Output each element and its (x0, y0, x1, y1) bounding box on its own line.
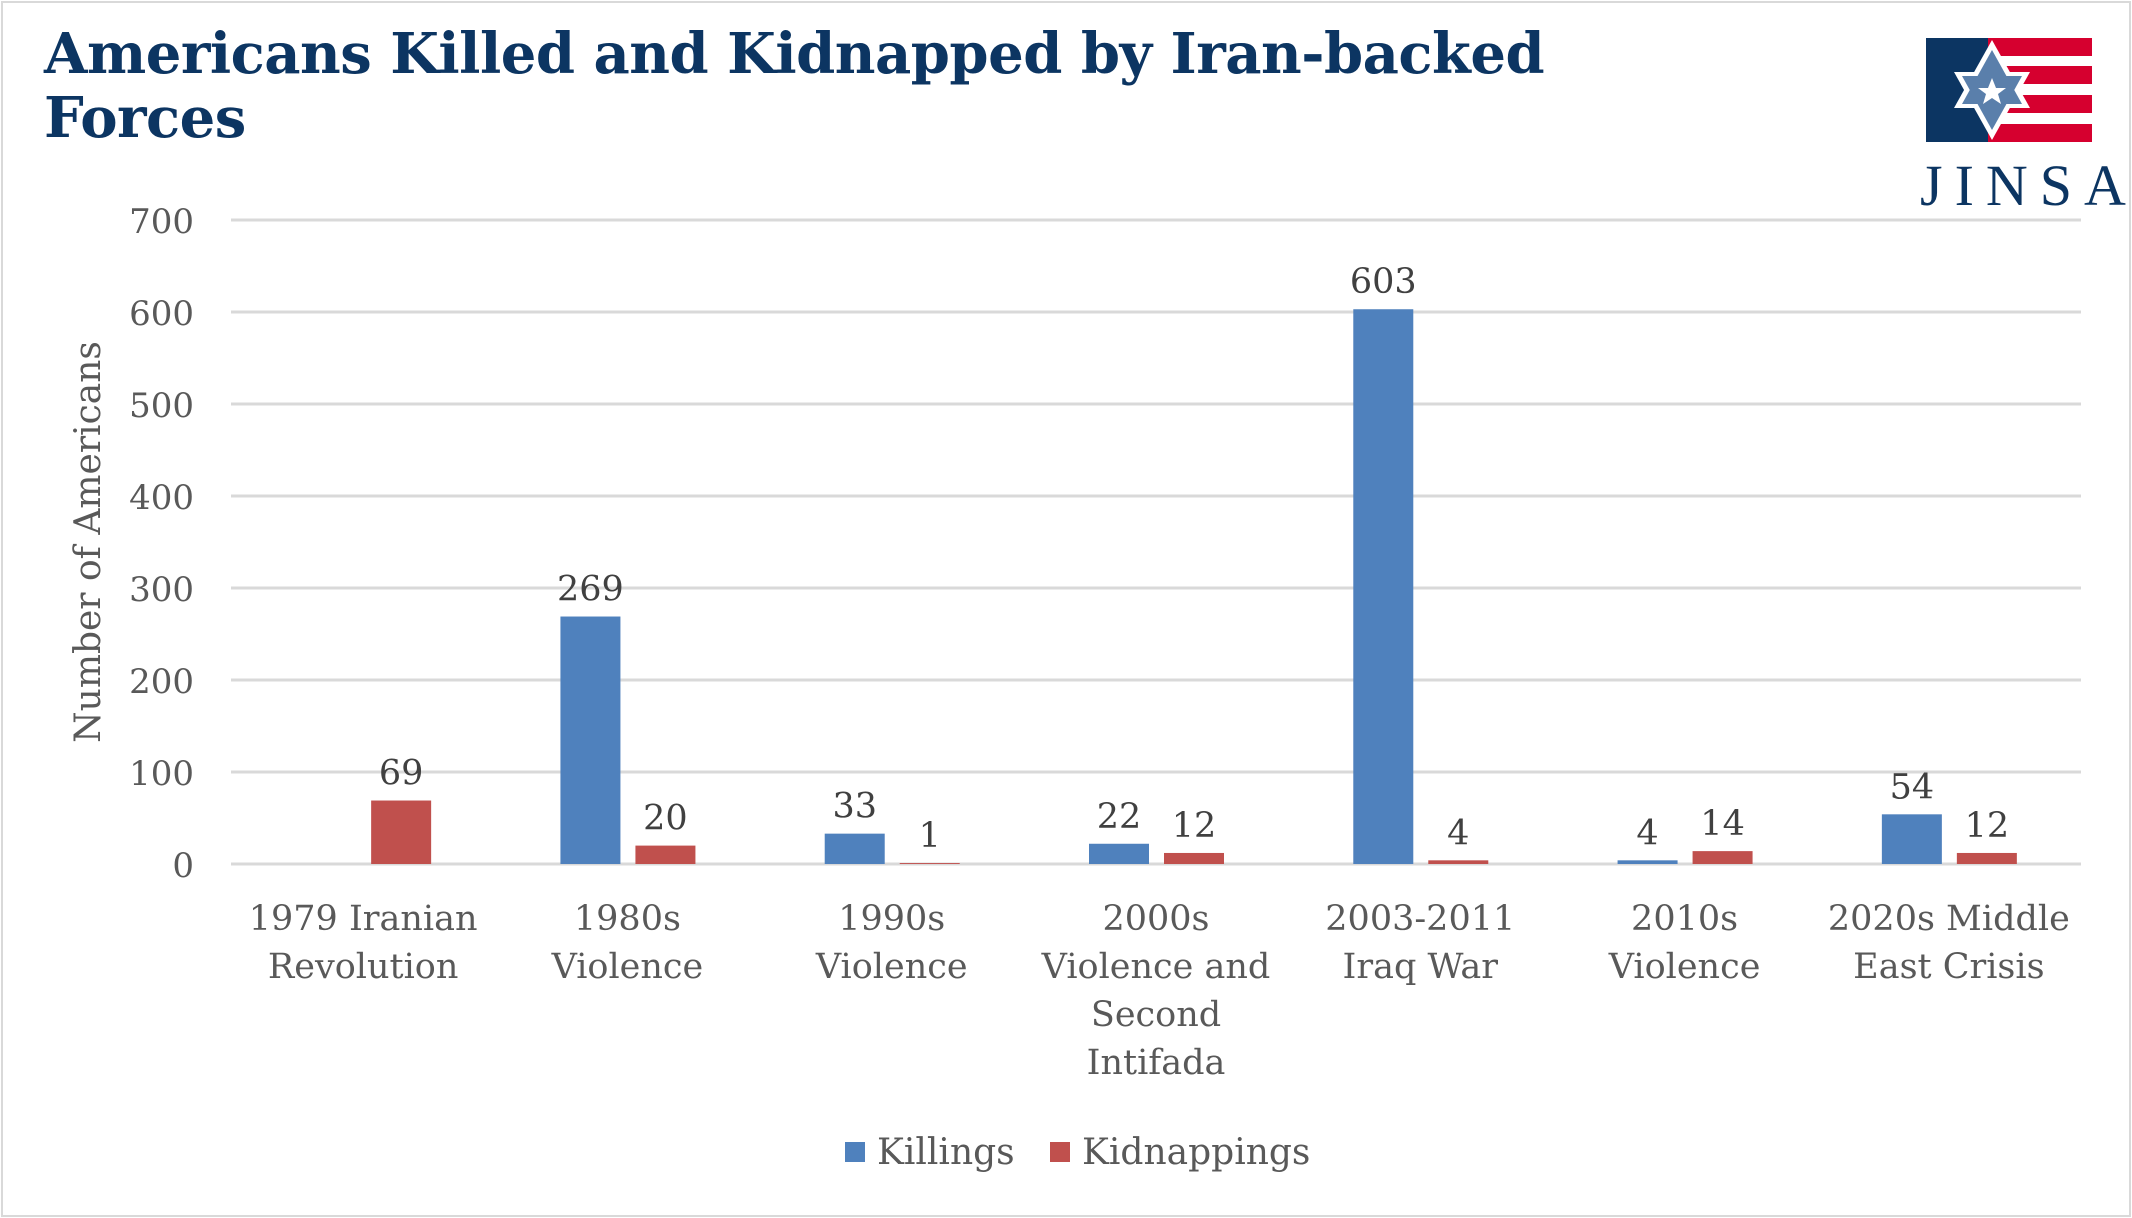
x-tick-label: 2020s Middle (1828, 899, 2070, 939)
legend-swatch-kidnappings (1050, 1142, 1070, 1162)
y-tick-label: 300 (129, 570, 194, 610)
y-axis-label: Number of Americans (68, 341, 109, 743)
x-tick-label: 2000s (1102, 899, 1209, 939)
data-label: 603 (1350, 262, 1417, 302)
bar-kidnappings (1428, 860, 1489, 864)
x-tick-label: Second (1091, 995, 1221, 1035)
bar-kidnappings (1692, 851, 1753, 864)
data-label: 4 (1447, 813, 1469, 853)
x-tick-label: Iraq War (1343, 947, 1499, 987)
x-tick-label: 2010s (1631, 899, 1738, 939)
x-tick-label: Violence and (1041, 947, 1271, 987)
bar-kidnappings (635, 845, 696, 864)
chart-title: Americans Killed and Kidnapped by Iran-b… (44, 21, 1545, 151)
data-label: 269 (557, 570, 624, 610)
bar-killings (1089, 843, 1149, 864)
bar-killings (824, 833, 885, 864)
legend-label-killings: Killings (877, 1132, 1015, 1173)
data-label: 22 (1097, 797, 1142, 837)
x-tick-label: Violence (551, 947, 704, 987)
data-label: 4 (1636, 813, 1658, 853)
x-tick-label: 1980s (574, 899, 681, 939)
bar-kidnappings (1164, 852, 1224, 864)
x-tick-label: Violence (1608, 947, 1761, 987)
x-tick-label: 1979 Iranian (249, 899, 478, 939)
jinsa-logo-icon (1926, 38, 2092, 142)
y-tick-label: 600 (129, 294, 194, 334)
y-tick-label: 100 (129, 754, 194, 794)
logo-text: JINSA (1920, 153, 2132, 218)
data-label: 69 (379, 754, 424, 794)
x-tick-label: 1990s (838, 899, 945, 939)
y-tick-label: 500 (129, 386, 194, 426)
data-label: 14 (1700, 804, 1745, 844)
legend-swatch-killings (845, 1142, 865, 1162)
data-label: 12 (1965, 806, 2010, 846)
data-label: 33 (832, 787, 877, 827)
bar-kidnappings (899, 863, 960, 864)
data-label: 54 (1890, 767, 1935, 807)
bar-killings (1353, 309, 1414, 864)
data-label: 20 (643, 799, 688, 839)
x-tick-label: Violence (815, 947, 968, 987)
y-tick-label: 700 (129, 202, 194, 242)
bar-killings (560, 616, 621, 864)
legend-label-kidnappings: Kidnappings (1082, 1132, 1310, 1173)
y-tick-label: 200 (129, 662, 194, 702)
y-tick-label: 0 (172, 846, 194, 886)
bar-killings (1617, 860, 1678, 864)
y-tick-label: 400 (129, 478, 194, 518)
bar-killings (1881, 814, 1942, 864)
x-tick-label: Intifada (1087, 1043, 1226, 1083)
data-label: 1 (919, 816, 941, 856)
x-tick-label: 2003-2011 (1325, 899, 1515, 939)
x-tick-label: Revolution (268, 947, 459, 987)
data-label: 12 (1172, 806, 1217, 846)
x-tick-label: East Crisis (1853, 947, 2044, 987)
bar-kidnappings (371, 800, 432, 864)
bar-kidnappings (1956, 852, 2017, 864)
